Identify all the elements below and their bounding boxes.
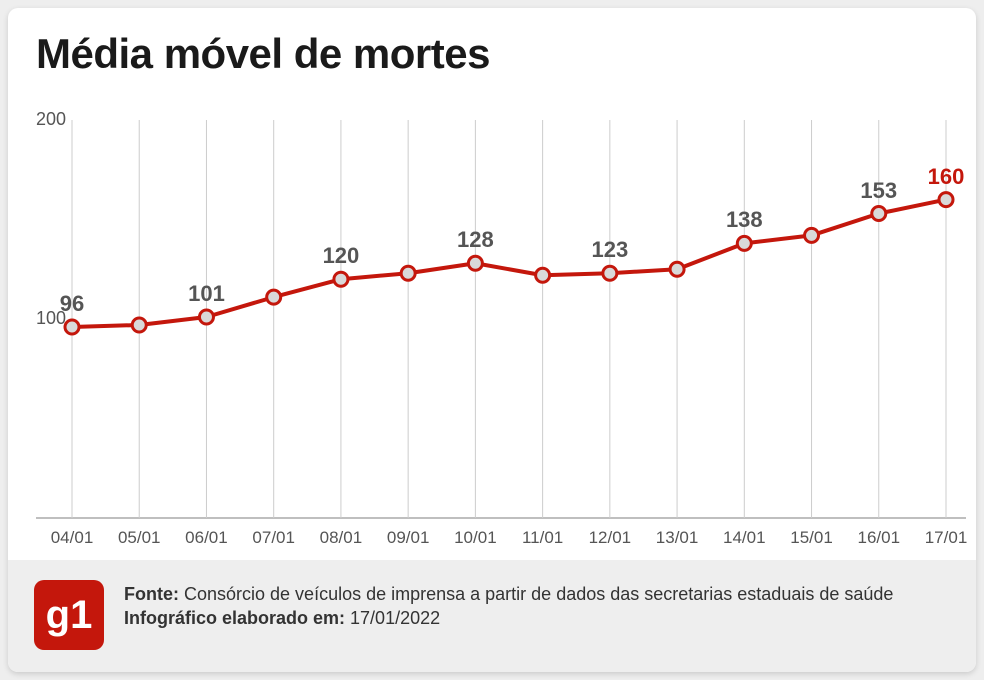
data-point-marker: [737, 236, 751, 250]
data-point-label: 120: [323, 243, 360, 269]
x-tick-label: 04/01: [51, 528, 94, 548]
data-point-label: 96: [60, 291, 84, 317]
footer: g1 Fonte: Consórcio de veículos de impre…: [8, 560, 976, 672]
data-point-label: 160: [928, 164, 965, 190]
infographic-outer: Média móvel de mortes 100200 04/0105/010…: [0, 0, 984, 680]
x-tick-label: 14/01: [723, 528, 766, 548]
logo-box: g1: [34, 580, 104, 650]
data-point-marker: [536, 268, 550, 282]
x-tick-label: 08/01: [320, 528, 363, 548]
footer-date-value: 17/01/2022: [350, 608, 440, 628]
data-point-label: 153: [860, 178, 897, 204]
x-tick-label: 10/01: [454, 528, 497, 548]
data-point-marker: [65, 320, 79, 334]
x-tick-label: 06/01: [185, 528, 228, 548]
footer-line-1: Fonte: Consórcio de veículos de imprensa…: [124, 582, 952, 606]
data-point-marker: [805, 228, 819, 242]
x-tick-label: 13/01: [656, 528, 699, 548]
x-tick-label: 05/01: [118, 528, 161, 548]
x-tick-label: 12/01: [589, 528, 632, 548]
data-point-label: 123: [591, 237, 628, 263]
data-line: [72, 200, 946, 327]
data-point-marker: [939, 193, 953, 207]
footer-source-value: Consórcio de veículos de imprensa a part…: [184, 584, 893, 604]
data-point-marker: [401, 266, 415, 280]
footer-text: Fonte: Consórcio de veículos de imprensa…: [124, 582, 952, 631]
logo: g1: [34, 580, 104, 650]
data-point-label: 138: [726, 207, 763, 233]
data-point-label: 128: [457, 227, 494, 253]
data-point-marker: [199, 310, 213, 324]
data-point-marker: [603, 266, 617, 280]
data-point-marker: [132, 318, 146, 332]
x-tick-label: 17/01: [925, 528, 968, 548]
footer-source-label: Fonte:: [124, 584, 184, 604]
data-point-marker: [670, 262, 684, 276]
data-point-marker: [334, 272, 348, 286]
footer-line-2: Infográfico elaborado em: 17/01/2022: [124, 606, 952, 630]
x-tick-label: 11/01: [522, 528, 563, 548]
footer-date-label: Infográfico elaborado em:: [124, 608, 350, 628]
logo-text: g1: [46, 593, 93, 638]
x-tick-label: 07/01: [252, 528, 295, 548]
data-point-label: 101: [188, 281, 225, 307]
data-point-marker: [468, 256, 482, 270]
data-point-marker: [267, 290, 281, 304]
x-tick-label: 15/01: [790, 528, 833, 548]
x-tick-label: 09/01: [387, 528, 430, 548]
x-tick-label: 16/01: [857, 528, 900, 548]
data-point-marker: [872, 207, 886, 221]
